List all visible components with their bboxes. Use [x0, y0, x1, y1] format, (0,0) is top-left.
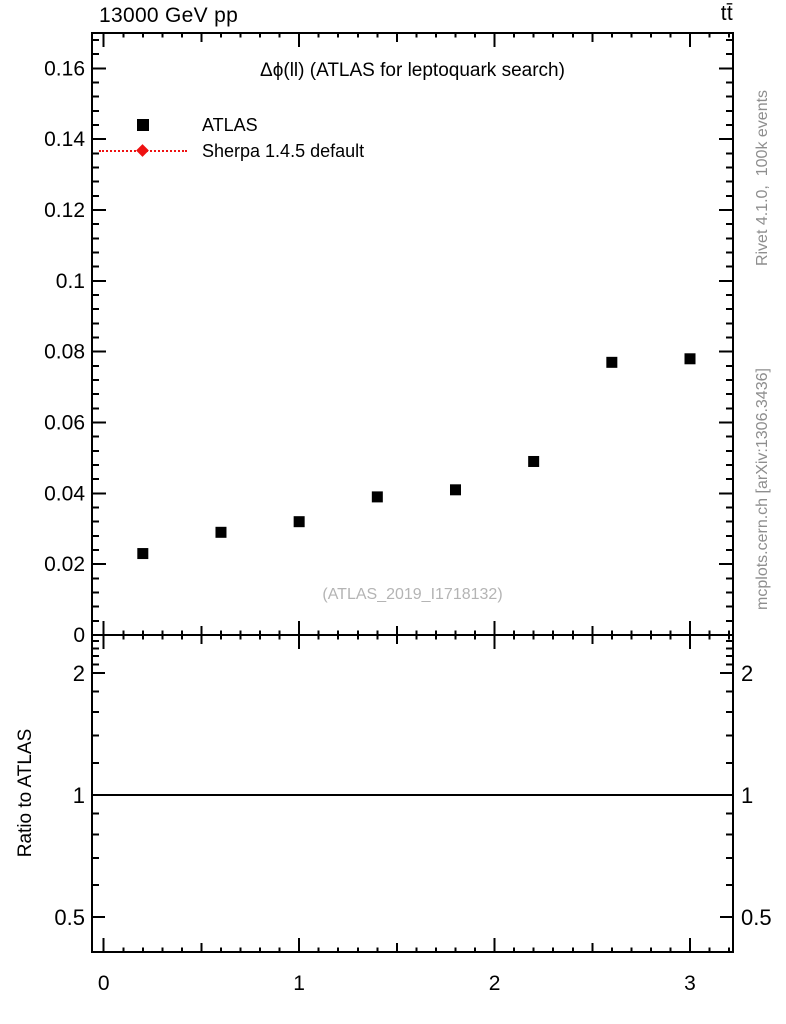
svg-text:0.5: 0.5	[54, 905, 85, 930]
legend-item-sherpa: Sherpa 1.4.5 default	[99, 138, 399, 164]
svg-text:0.08: 0.08	[44, 341, 85, 364]
svg-text:1: 1	[73, 783, 85, 808]
analysis-watermark: (ATLAS_2019_I1718132)	[322, 586, 503, 603]
svg-text:0.06: 0.06	[44, 412, 85, 435]
svg-text:0.16: 0.16	[44, 57, 85, 80]
svg-text:1: 1	[741, 783, 753, 808]
beam-energy-title: 13000 GeV pp	[99, 4, 239, 27]
svg-text:1: 1	[293, 972, 305, 995]
svg-text:0.5: 0.5	[741, 905, 772, 930]
process-label: tt̄	[720, 2, 733, 25]
legend-label-sherpa: Sherpa 1.4.5 default	[202, 141, 365, 161]
legend-label-atlas: ATLAS	[202, 115, 258, 135]
red-diamond-marker-icon	[99, 138, 187, 164]
ratio-axis-title: Ratio to ATLAS	[15, 728, 36, 858]
svg-text:2: 2	[489, 972, 501, 995]
svg-text:0.14: 0.14	[44, 128, 85, 151]
observable-title: Δϕ(ll) (ATLAS for leptoquark search)	[260, 60, 565, 81]
svg-text:2: 2	[73, 661, 85, 686]
svg-text:0.04: 0.04	[44, 482, 85, 505]
rivet-version-note: Rivet 4.1.0, 100k events	[754, 89, 771, 267]
svg-text:0.1: 0.1	[56, 270, 85, 293]
svg-text:0: 0	[98, 972, 110, 995]
svg-text:0.12: 0.12	[44, 199, 85, 222]
svg-text:3: 3	[684, 972, 696, 995]
svg-text:0: 0	[73, 624, 85, 647]
mcplots-reference-note: mcplots.cern.ch [arXiv:1306.3436]	[754, 368, 771, 610]
svg-text:2: 2	[741, 661, 753, 686]
legend-item-atlas: ATLAS	[99, 112, 399, 138]
black-square-marker-icon	[99, 112, 187, 138]
svg-text:0.02: 0.02	[44, 553, 85, 576]
